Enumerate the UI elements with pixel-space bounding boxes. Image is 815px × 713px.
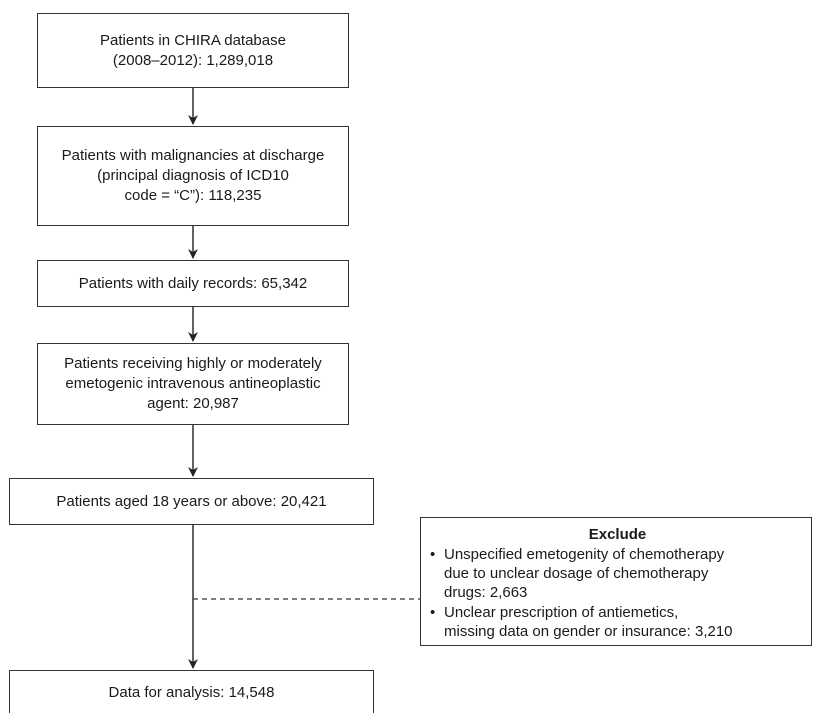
box-line: emetogenic intravenous antineoplastic — [65, 375, 321, 392]
exclude-box: Exclude • Unspecified emetogenity of che… — [420, 517, 812, 646]
box-malignancies: Patients with malignancies at discharge … — [37, 126, 349, 226]
bullet-icon: • — [430, 604, 436, 621]
bullet-icon: • — [430, 546, 436, 563]
box-line: code = “C”): 118,235 — [124, 187, 262, 204]
box-line: Patients with daily records: 65,342 — [78, 274, 308, 292]
box-data-for-analysis: Data for analysis: 14,548 — [9, 670, 374, 713]
box-line: (2008–2012): 1,289,018 — [112, 51, 274, 69]
exclude-line: Unclear prescription of antiemetics, — [444, 604, 679, 621]
box-line: Data for analysis: 14,548 — [108, 684, 275, 701]
box-aged-18-plus: Patients aged 18 years or above: 20,421 — [9, 478, 374, 525]
box-line: (principal diagnosis of ICD10 — [97, 167, 289, 184]
exclude-line: drugs: 2,663 — [444, 584, 528, 601]
exclude-line: due to unclear dosage of chemotherapy — [444, 565, 709, 582]
exclude-line: missing data on gender or insurance: 3,2… — [444, 623, 733, 640]
box-line: Patients receiving highly or moderately — [64, 355, 322, 372]
box-line: Patients aged 18 years or above: 20,421 — [56, 492, 327, 510]
box-daily-records: Patients with daily records: 65,342 — [37, 260, 349, 307]
exclude-line: Unspecified emetogenity of chemotherapy — [444, 546, 725, 563]
box-line: agent: 20,987 — [147, 395, 239, 412]
box-chira-database: Patients in CHIRA database (2008–2012): … — [37, 13, 349, 88]
exclude-item-text: Unspecified emetogenity of chemotherapy … — [444, 545, 724, 602]
box-emetogenic-agent: Patients receiving highly or moderately … — [37, 343, 349, 425]
exclude-title: Exclude — [588, 526, 647, 543]
exclude-item: • Unclear prescription of antiemetics, m… — [430, 603, 805, 641]
exclude-item-text: Unclear prescription of antiemetics, mis… — [444, 603, 733, 641]
exclude-item: • Unspecified emetogenity of chemotherap… — [430, 545, 805, 602]
box-line: Patients in CHIRA database — [100, 31, 286, 49]
box-line: Patients with malignancies at discharge — [61, 147, 325, 164]
